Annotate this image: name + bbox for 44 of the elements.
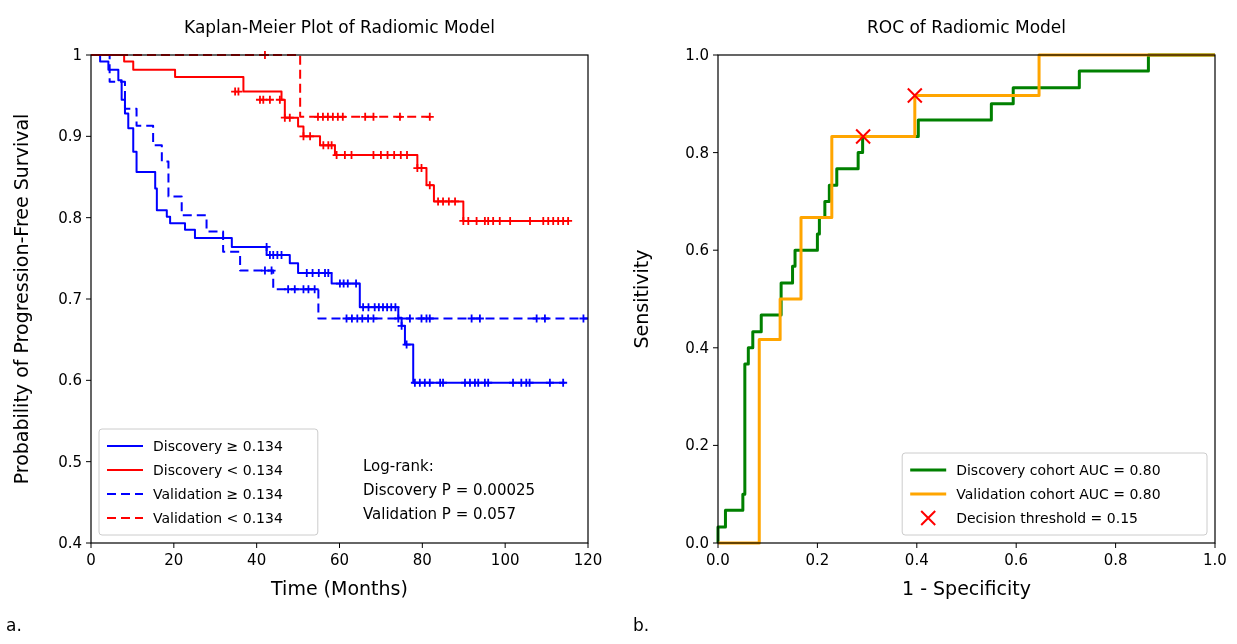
x-tick-label: 0.2	[805, 551, 830, 569]
y-tick-label: 0.2	[685, 436, 709, 455]
x-tick-label: 1.0	[1203, 551, 1227, 569]
y-tick-label: 0.8	[58, 208, 82, 227]
y-tick-label: 0.0	[685, 534, 709, 552]
y-tick-label: 0.6	[685, 241, 709, 260]
x-tick-label: 60	[329, 551, 350, 569]
x-tick-label: 40	[247, 551, 267, 569]
y-tick-label: 1.0	[685, 46, 709, 64]
x-tick-label: 80	[412, 551, 432, 569]
annotation: Discovery P = 0.00025	[363, 481, 536, 499]
x-tick-label: 0.6	[1004, 551, 1029, 569]
x-axis-title: 1 - Specificity	[902, 577, 1031, 599]
x-tick-label: 0	[86, 551, 96, 569]
y-tick-label: 0.4	[685, 338, 709, 357]
text: a.	[6, 615, 22, 635]
chart-title: Kaplan-Meier Plot of Radiomic Model	[184, 17, 495, 37]
legend-label: Validation ≥ 0.134	[153, 486, 283, 502]
chart-title: ROC of Radiomic Model	[866, 17, 1067, 37]
annotation: Validation P = 0.057	[363, 505, 516, 523]
legend-label: Validation < 0.134	[153, 510, 283, 526]
y-tick-label: 0.4	[58, 534, 82, 552]
x-tick-label: 100	[490, 551, 520, 569]
x-tick-label: 20	[164, 551, 184, 569]
legend-label: Discovery cohort AUC = 0.80	[956, 462, 1161, 478]
x-tick-label: 0.0	[706, 551, 730, 569]
y-axis-title: Sensitivity	[630, 249, 652, 349]
y-tick-label: 0.5	[58, 452, 82, 471]
legend-label: Discovery ≥ 0.134	[153, 438, 283, 454]
x-tick-label: 120	[573, 551, 603, 569]
legend-label: Validation cohort AUC = 0.80	[956, 486, 1161, 502]
legend-label: Decision threshold = 0.15	[956, 510, 1138, 526]
x-axis-title: Time (Months)	[270, 577, 408, 599]
x-tick-label: 0.4	[904, 551, 929, 569]
text: b.	[633, 615, 650, 635]
y-tick-label: 0.6	[58, 371, 82, 390]
annotation: Log-rank:	[363, 457, 434, 475]
x-tick-label: 0.8	[1103, 551, 1128, 569]
y-tick-label: 1	[72, 46, 82, 64]
legend-label: Discovery < 0.134	[153, 462, 283, 478]
y-tick-label: 0.8	[685, 143, 709, 162]
y-axis-title: Probability of Progression-Free Survival	[10, 113, 32, 485]
y-tick-label: 0.7	[58, 290, 82, 308]
y-tick-label: 0.9	[58, 127, 82, 146]
